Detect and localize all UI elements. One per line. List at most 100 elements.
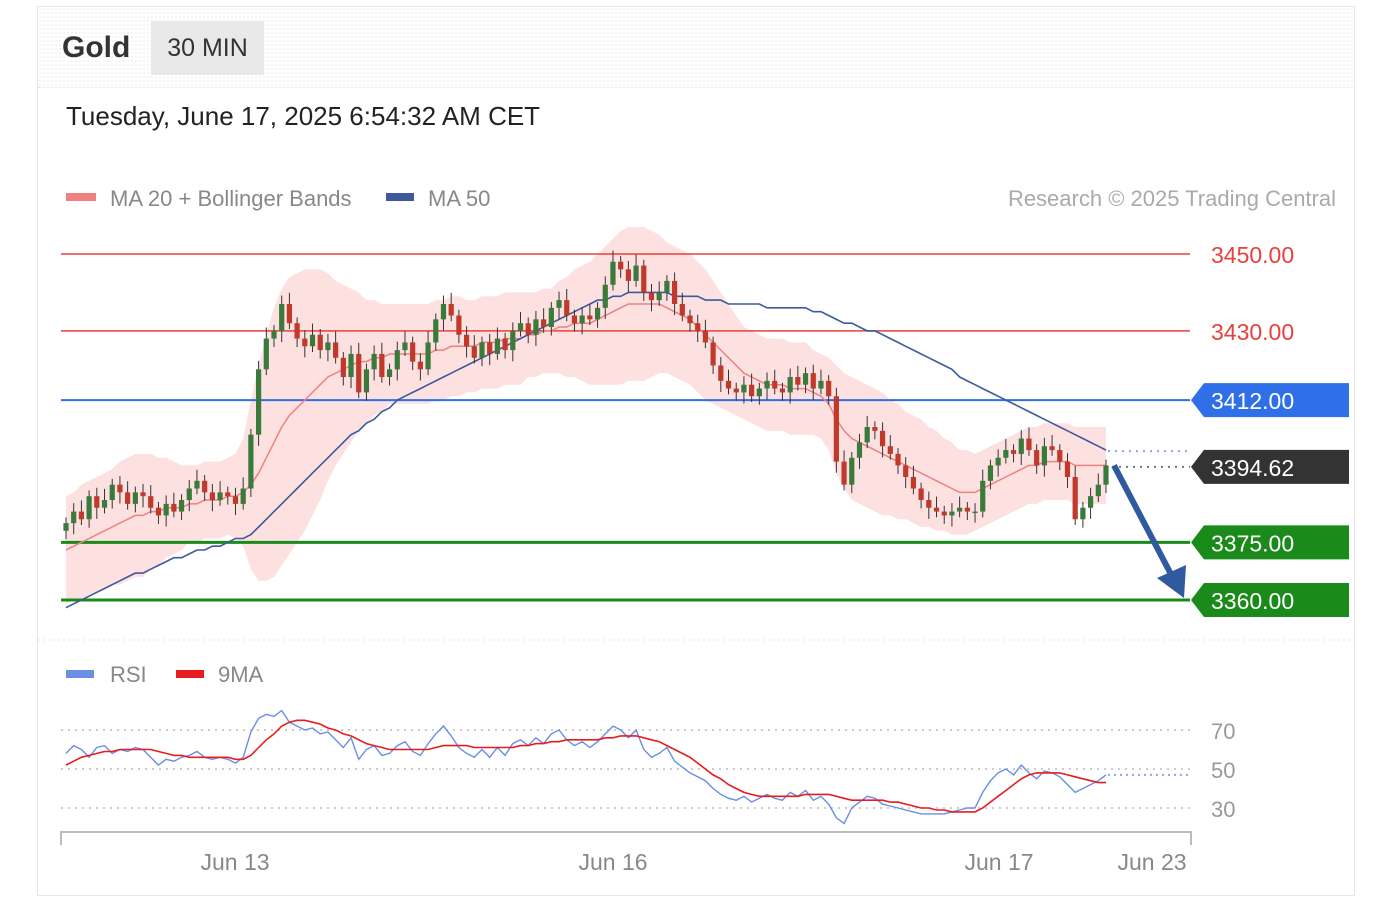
candle bbox=[802, 367, 809, 394]
resistance-label: 3430.00 bbox=[1211, 319, 1294, 345]
rsi-ma-legend-swatch bbox=[176, 670, 204, 678]
rsi-ma-line bbox=[65, 719, 1106, 813]
last-label: 3394.62 bbox=[1211, 455, 1294, 481]
candle bbox=[155, 501, 162, 524]
candle bbox=[1080, 501, 1086, 528]
candle bbox=[86, 490, 92, 528]
candle bbox=[132, 486, 138, 513]
candle bbox=[410, 336, 416, 371]
candle bbox=[587, 304, 593, 326]
candle bbox=[171, 492, 177, 518]
candle bbox=[1003, 438, 1009, 464]
candle bbox=[764, 372, 770, 400]
candle bbox=[733, 382, 739, 401]
candle bbox=[286, 292, 293, 329]
candle bbox=[718, 357, 724, 393]
candle bbox=[240, 477, 246, 510]
candle bbox=[602, 276, 608, 319]
candle bbox=[148, 485, 154, 514]
candle bbox=[679, 292, 685, 322]
candle bbox=[687, 309, 693, 332]
candle bbox=[864, 415, 870, 449]
candle bbox=[779, 382, 786, 401]
candle bbox=[363, 363, 370, 401]
candle bbox=[494, 327, 501, 360]
candle bbox=[772, 369, 778, 395]
candle bbox=[202, 475, 208, 501]
candle bbox=[579, 307, 585, 335]
candle bbox=[648, 283, 655, 312]
candle bbox=[263, 327, 269, 376]
forecast-arrow-head bbox=[1157, 565, 1186, 598]
rsi-lines bbox=[65, 709, 1190, 825]
candle bbox=[664, 275, 670, 301]
candle bbox=[710, 336, 716, 374]
candle bbox=[425, 331, 431, 376]
support-label: 3360.00 bbox=[1211, 588, 1294, 614]
bollinger-band-area bbox=[66, 227, 1106, 604]
candle bbox=[386, 363, 393, 386]
candle bbox=[348, 345, 354, 389]
ma50-legend-swatch bbox=[386, 193, 414, 201]
timeframe-button[interactable]: 30 MIN bbox=[151, 21, 264, 75]
candle bbox=[271, 325, 277, 348]
candle bbox=[1103, 459, 1109, 494]
candle bbox=[918, 482, 924, 509]
support-label-box bbox=[1191, 525, 1349, 560]
instrument-title: Gold bbox=[62, 31, 131, 64]
candle bbox=[972, 503, 978, 523]
candle bbox=[525, 317, 531, 344]
candle bbox=[117, 476, 123, 504]
x-tick-label: Jun 23 bbox=[1117, 849, 1186, 875]
candlesticks bbox=[63, 250, 1109, 540]
ma20-line bbox=[65, 303, 1106, 551]
candle bbox=[879, 422, 886, 458]
candle bbox=[556, 291, 562, 319]
candle bbox=[749, 373, 755, 403]
ma20-legend-swatch bbox=[66, 193, 96, 201]
candle bbox=[903, 456, 909, 489]
candle bbox=[841, 450, 847, 491]
candle bbox=[333, 331, 339, 364]
candle bbox=[833, 387, 839, 473]
candle bbox=[463, 326, 470, 358]
x-axis bbox=[60, 831, 1192, 845]
candle bbox=[671, 272, 678, 316]
candle bbox=[695, 314, 701, 343]
candle bbox=[517, 312, 524, 337]
candle bbox=[895, 448, 901, 474]
candle bbox=[957, 496, 963, 518]
candle bbox=[625, 260, 631, 293]
candle bbox=[564, 288, 570, 322]
candle bbox=[440, 295, 447, 331]
candle bbox=[194, 469, 200, 495]
candle bbox=[302, 330, 308, 358]
x-tick-label: Jun 13 bbox=[200, 849, 269, 875]
candle bbox=[279, 295, 285, 343]
candle bbox=[1057, 444, 1063, 471]
candle bbox=[502, 332, 508, 359]
candle bbox=[109, 478, 115, 509]
candle bbox=[63, 517, 69, 540]
candle bbox=[309, 323, 316, 353]
candle bbox=[456, 309, 462, 344]
candle bbox=[325, 333, 331, 362]
candle bbox=[417, 353, 423, 381]
candle bbox=[317, 328, 323, 359]
candle bbox=[479, 336, 485, 367]
rsi-tick-label: 50 bbox=[1211, 758, 1235, 783]
research-credit: Research © 2025 Trading Central bbox=[1008, 186, 1336, 211]
candle bbox=[633, 254, 639, 287]
candle bbox=[995, 449, 1001, 477]
candle bbox=[741, 376, 747, 404]
candle bbox=[186, 480, 192, 512]
candle bbox=[471, 335, 477, 364]
candle bbox=[125, 481, 131, 510]
level-labels: 3450.00 3430.00 3412.00 3394.62 3375.00 3360.… bbox=[1191, 242, 1349, 617]
candle bbox=[618, 255, 624, 278]
rsi-tick-label: 70 bbox=[1211, 719, 1235, 744]
candle bbox=[71, 503, 77, 535]
candle bbox=[294, 317, 300, 348]
candle bbox=[725, 369, 732, 395]
